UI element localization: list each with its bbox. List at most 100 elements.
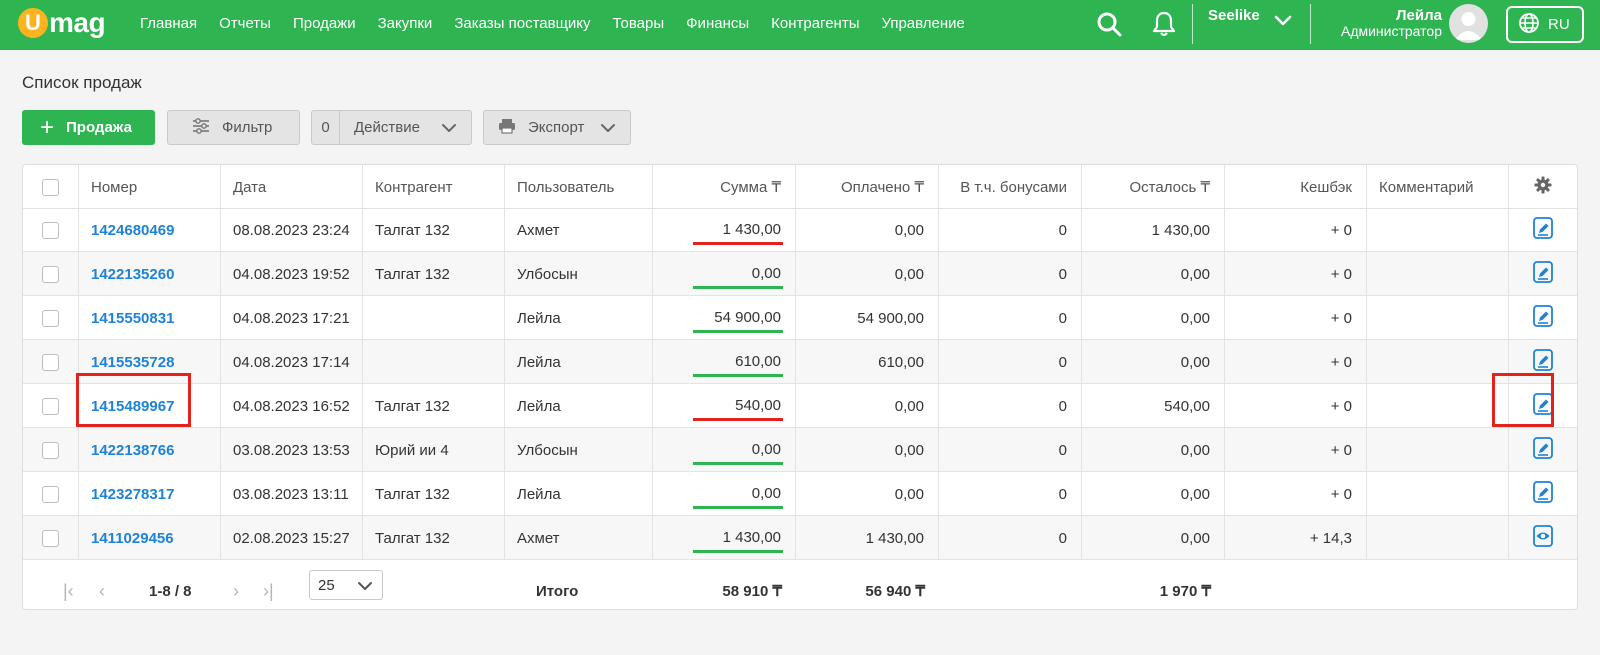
edit-icon[interactable] [1533, 217, 1553, 243]
cell-number[interactable]: 1423278317 [79, 472, 221, 516]
sale-number-link[interactable]: 1415550831 [91, 309, 175, 327]
column-header-counterparty[interactable]: Контрагент [363, 165, 505, 209]
cell-comment [1367, 516, 1509, 560]
table-row[interactable]: 1415550831 04.08.2023 17:21 Лейла 54 900,00… [23, 296, 1577, 340]
column-header-cashback[interactable]: Кешбэк [1225, 165, 1367, 209]
search-icon[interactable] [1094, 9, 1124, 39]
chevron-down-icon[interactable] [1274, 14, 1292, 31]
logo[interactable]: U mag [18, 7, 106, 39]
cell-number[interactable]: 1415489967 [79, 384, 221, 428]
nav-item-finance[interactable]: Финансы [686, 14, 750, 32]
edit-icon[interactable] [1533, 437, 1553, 463]
total-sum: 58 910 ₸ [722, 583, 782, 600]
row-checkbox[interactable] [42, 529, 59, 547]
nav-item-reports[interactable]: Отчеты [219, 14, 271, 32]
cell-cashback: + 0 [1225, 252, 1367, 296]
sale-number-link[interactable]: 1411029456 [91, 529, 174, 547]
column-header-bonus[interactable]: В т.ч. бонусами [939, 165, 1082, 209]
user-name[interactable]: Лейла [1396, 7, 1442, 24]
table-row[interactable]: 1422138766 03.08.2023 13:53 Юрий ии 4 Улбос… [23, 428, 1577, 472]
last-page-icon[interactable]: ›| [263, 580, 274, 601]
nav-item-supplier-orders[interactable]: Заказы поставщику [454, 14, 591, 32]
logo-mark: U [18, 8, 48, 38]
nav-item-home[interactable]: Главная [140, 14, 198, 32]
cell-paid-value: 1 430,00 [865, 529, 924, 547]
avatar[interactable] [1449, 4, 1488, 43]
table-row[interactable]: 1423278317 03.08.2023 13:11 Талгат 132 Лейл… [23, 472, 1577, 516]
cell-user-value: Улбосын [517, 265, 578, 283]
next-page-icon[interactable]: › [233, 580, 239, 601]
cell-date-value: 03.08.2023 13:53 [233, 441, 350, 459]
action-label: Действие [354, 119, 420, 136]
cell-paid-value: 0,00 [894, 221, 924, 239]
row-checkbox[interactable] [42, 309, 59, 327]
nav-item-sales[interactable]: Продажи [292, 14, 356, 32]
per-page-select[interactable]: 25 [309, 570, 383, 600]
table-row[interactable]: 1424680469 08.08.2023 23:24 Талгат 132 Ахме… [23, 208, 1577, 252]
edit-icon[interactable] [1533, 481, 1553, 507]
column-header-user[interactable]: Пользователь [505, 165, 653, 209]
filter-button[interactable]: Фильтр [167, 110, 300, 145]
cell-number[interactable]: 1422138766 [79, 428, 221, 472]
row-checkbox[interactable] [42, 353, 59, 371]
nav-item-purchases[interactable]: Закупки [377, 14, 433, 32]
cell-counterparty: Талгат 132 [363, 472, 505, 516]
select-all-checkbox[interactable] [42, 178, 59, 196]
cell-remaining-value: 0,00 [1180, 441, 1210, 459]
row-action-cell [1509, 340, 1577, 384]
row-checkbox[interactable] [42, 441, 59, 459]
language-selector[interactable]: RU [1506, 6, 1584, 43]
table-footer: |‹ ‹ 1-8 / 8 › ›| Итого 58 910 ₸ 56 940 … [23, 571, 1577, 611]
sale-number-link[interactable]: 1415535728 [91, 353, 175, 371]
table-row[interactable]: 1411029456 02.08.2023 15:27 Талгат 132 Ахме… [23, 516, 1577, 560]
column-header-date[interactable]: Дата [221, 165, 363, 209]
edit-icon[interactable] [1533, 349, 1553, 375]
cell-cashback-value: + 0 [1330, 397, 1352, 415]
nav-item-management[interactable]: Управление [881, 14, 965, 32]
bell-icon[interactable] [1149, 9, 1179, 39]
row-checkbox[interactable] [42, 485, 59, 503]
sale-number-link[interactable]: 1415489967 [91, 397, 175, 415]
cell-counterparty-value: Талгат 132 [375, 397, 450, 415]
cell-number[interactable]: 1422135260 [79, 252, 221, 296]
edit-icon[interactable] [1533, 305, 1553, 331]
cell-bonus-value: 0 [1058, 397, 1067, 415]
column-header-number[interactable]: Номер [79, 165, 221, 209]
cell-number[interactable]: 1415535728 [79, 340, 221, 384]
export-dropdown[interactable]: Экспорт [483, 110, 631, 145]
cell-remaining-value: 0,00 [1180, 529, 1210, 547]
row-checkbox[interactable] [42, 221, 59, 239]
prev-page-icon[interactable]: ‹ [99, 580, 105, 601]
top-navbar: U mag Главная Отчеты Продажи Закупки Зак… [0, 0, 1600, 50]
column-header-remaining[interactable]: Осталось ₸ [1082, 165, 1225, 209]
column-header-paid[interactable]: Оплачено ₸ [796, 165, 939, 209]
action-dropdown[interactable]: 0 Действие [311, 110, 472, 145]
cell-number[interactable]: 1411029456 [79, 516, 221, 560]
sale-number-link[interactable]: 1422135260 [91, 265, 175, 283]
cell-remaining: 0,00 [1082, 340, 1225, 384]
row-checkbox[interactable] [42, 397, 59, 415]
sale-number-link[interactable]: 1422138766 [91, 441, 175, 459]
table-row[interactable]: 1415489967 04.08.2023 16:52 Талгат 132 Лейл… [23, 384, 1577, 428]
cell-comment [1367, 384, 1509, 428]
column-header-sum[interactable]: Сумма ₸ [653, 165, 796, 209]
sale-number-link[interactable]: 1424680469 [91, 221, 175, 239]
gear-icon[interactable] [1534, 176, 1552, 198]
sale-number-link[interactable]: 1423278317 [91, 485, 175, 503]
row-checkbox[interactable] [42, 265, 59, 283]
table-row[interactable]: 1415535728 04.08.2023 17:14 Лейла 610,00 610… [23, 340, 1577, 384]
logo-text: mag [49, 7, 106, 38]
first-page-icon[interactable]: |‹ [63, 580, 74, 601]
add-sale-button[interactable]: + Продажа [22, 110, 155, 145]
cell-number[interactable]: 1424680469 [79, 208, 221, 252]
cell-remaining-value: 1 430,00 [1151, 221, 1210, 239]
nav-item-counterparties[interactable]: Контрагенты [771, 14, 860, 32]
nav-item-products[interactable]: Товары [612, 14, 665, 32]
table-row[interactable]: 1422135260 04.08.2023 19:52 Талгат 132 Улбо… [23, 252, 1577, 296]
eye-icon[interactable] [1533, 525, 1553, 551]
cell-number[interactable]: 1415550831 [79, 296, 221, 340]
column-header-comment[interactable]: Комментарий [1367, 165, 1509, 209]
store-selector[interactable]: Seelike [1208, 7, 1260, 24]
cell-paid-value: 0,00 [894, 397, 924, 415]
edit-icon[interactable] [1533, 261, 1553, 287]
